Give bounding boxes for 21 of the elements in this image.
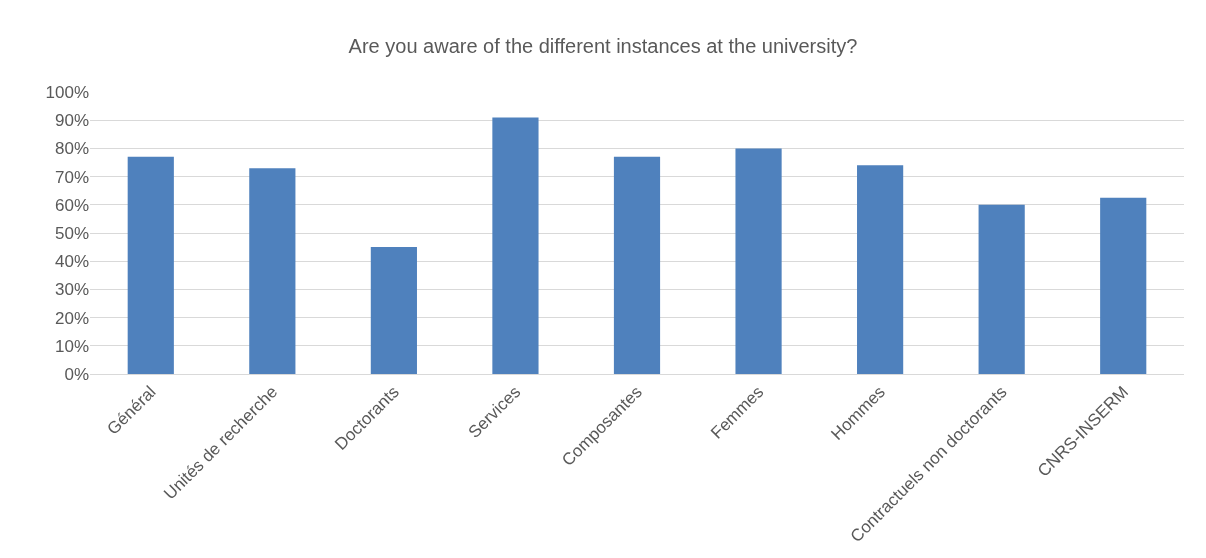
y-tick-label: 80% — [54, 139, 89, 159]
bar — [613, 156, 661, 374]
bar — [978, 204, 1025, 374]
chart-title: Are you aware of the different instances at the university? — [348, 35, 858, 58]
y-tick-label: 100% — [45, 82, 89, 102]
bar — [249, 168, 296, 374]
y-tick-label: 20% — [54, 308, 89, 328]
y-tick-label: 90% — [54, 111, 89, 131]
y-tick-label: 60% — [54, 195, 89, 215]
y-tick-label: 50% — [54, 223, 89, 243]
bar — [1100, 197, 1147, 374]
y-tick-label: 40% — [54, 252, 89, 272]
bar — [127, 156, 174, 374]
bar — [370, 247, 417, 374]
bar — [492, 117, 539, 374]
bar — [857, 165, 904, 374]
y-tick-label: 0% — [64, 364, 89, 384]
y-tick-label: 30% — [54, 280, 89, 300]
y-tick-label: 10% — [54, 336, 89, 356]
bar — [735, 148, 782, 374]
y-tick-label: 70% — [54, 167, 89, 187]
